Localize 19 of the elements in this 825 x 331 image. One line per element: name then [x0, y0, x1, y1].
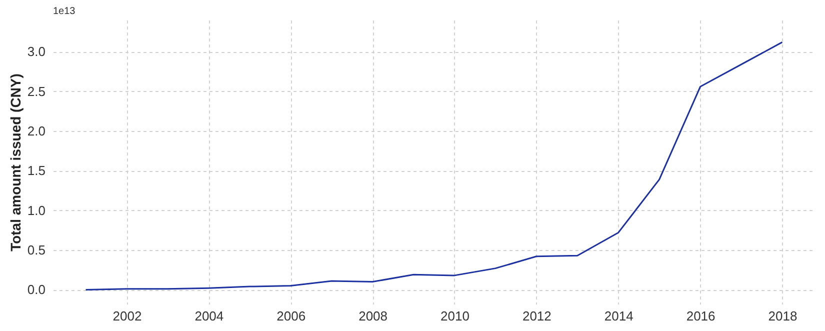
y-tick-label: 2.0 — [27, 124, 46, 139]
x-tick-label: 2014 — [604, 308, 634, 324]
x-tick-label: 2018 — [768, 308, 798, 324]
x-tick-label: 2008 — [358, 308, 388, 324]
y-tick-label: 3.0 — [27, 44, 46, 60]
y-tick-label: 0.5 — [27, 242, 46, 258]
x-tick-label: 2002 — [112, 308, 142, 324]
y-tick-label: 0.0 — [27, 282, 46, 298]
x-tick-label: 2006 — [276, 308, 306, 324]
text: 1e13 — [53, 6, 76, 17]
y-axis-title: Total amount issued (CNY) — [7, 74, 24, 252]
line-series — [85, 41, 783, 290]
x-tick-label: 2012 — [522, 308, 552, 324]
x-tick-label: 2004 — [194, 308, 224, 324]
y-tick-label: 1.5 — [27, 163, 46, 178]
x-tick-label: 2016 — [686, 308, 716, 324]
y-tick-label: 2.5 — [27, 84, 46, 99]
y-tick-label: 1.0 — [27, 202, 46, 218]
x-tick-label: 2010 — [440, 308, 470, 324]
